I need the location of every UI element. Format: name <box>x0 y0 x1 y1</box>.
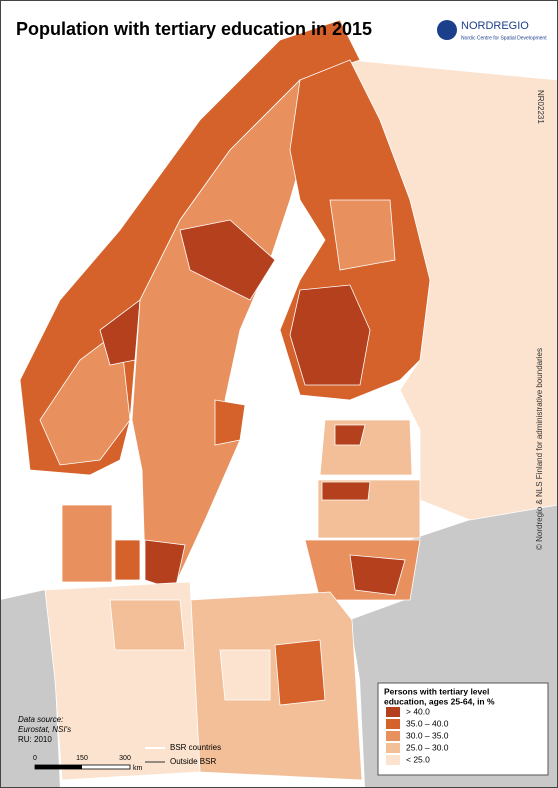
legend-swatch <box>386 719 400 729</box>
region-denmark <box>61 504 113 583</box>
legend-swatch <box>386 731 400 741</box>
region-norway <box>99 299 141 366</box>
legend-title: Persons with tertiary level <box>384 686 489 696</box>
map-id: NR02231 <box>536 90 545 124</box>
region-finland <box>329 199 396 271</box>
source-line: Data source: <box>18 715 63 724</box>
legend-swatch <box>386 755 400 765</box>
legend-box <box>377 682 549 776</box>
region-sweden <box>131 79 311 586</box>
legend-label: > 40.0 <box>406 706 430 716</box>
scale-label: 150 <box>76 755 88 762</box>
boundary-label: Outside BSR <box>170 757 216 766</box>
scale-label: 0 <box>33 755 37 762</box>
legend-label: 30.0 – 35.0 <box>406 730 449 740</box>
logo-name: NORDREGIO <box>461 20 529 32</box>
region-estonia <box>334 424 366 446</box>
copyright: © Nordregio & NLS Finland for administra… <box>535 348 544 550</box>
scale-label: km <box>133 765 143 772</box>
legend-swatch <box>386 743 400 753</box>
region-estonia <box>319 419 413 476</box>
outside-bsr <box>0 590 60 788</box>
legend-label: < 25.0 <box>406 754 430 764</box>
region-latvia <box>321 481 371 501</box>
region-poland <box>219 649 271 701</box>
region-germany <box>109 599 186 651</box>
boundary-label: BSR countries <box>170 743 221 752</box>
legend-swatch <box>386 707 400 717</box>
region-denmark <box>114 539 141 581</box>
source-line: RU: 2010 <box>18 735 52 744</box>
region-sweden <box>179 219 276 301</box>
scale-label: 300 <box>119 755 131 762</box>
region-lithuania <box>349 554 406 596</box>
scale-bar <box>35 765 82 769</box>
title: Population with tertiary education in 20… <box>16 19 372 39</box>
region-poland <box>274 639 326 706</box>
region-sweden <box>214 399 246 446</box>
logo-icon <box>437 20 457 40</box>
source: Data source:Eurostat, NSI'sRU: 2010 <box>18 715 71 744</box>
legend-label: 35.0 – 40.0 <box>406 718 449 728</box>
region-norway <box>39 329 131 466</box>
region-finland <box>289 284 371 386</box>
legend-title: education, ages 25-64, in % <box>384 696 495 706</box>
legend-label: 25.0 – 30.0 <box>406 742 449 752</box>
source-line: Eurostat, NSI's <box>18 725 71 734</box>
logo-subtitle: Nordic Centre for Spatial Development <box>461 35 547 41</box>
